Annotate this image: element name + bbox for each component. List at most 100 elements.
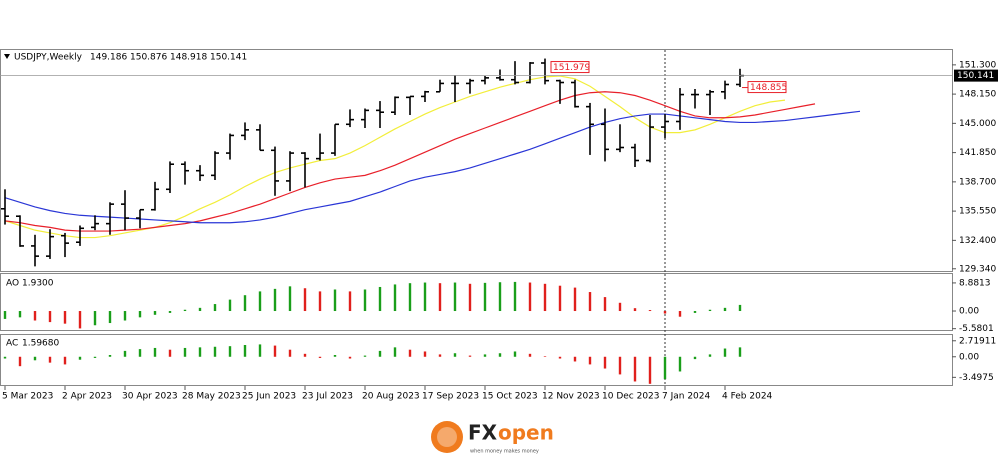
- histogram-bar: [633, 356, 637, 382]
- histogram-bar: [393, 347, 397, 357]
- logo-emblem: [431, 421, 463, 453]
- histogram-bar: [153, 311, 157, 315]
- histogram-bar: [318, 291, 322, 312]
- histogram-bar: [513, 281, 517, 312]
- x-tick-label: 17 Sep 2023: [422, 392, 479, 402]
- histogram-bar: [363, 289, 367, 312]
- histogram-bar: [303, 353, 307, 357]
- y-tick-label: 129.340: [959, 264, 996, 274]
- histogram-bar: [183, 347, 187, 357]
- histogram-bar: [468, 283, 472, 312]
- histogram-bar: [228, 299, 232, 312]
- y-tick-label: 0.00: [959, 307, 979, 317]
- histogram-bar: [243, 295, 247, 312]
- histogram-bar: [198, 347, 202, 357]
- histogram-bar: [543, 283, 547, 312]
- histogram-bar: [438, 283, 442, 312]
- histogram-bar: [183, 309, 187, 312]
- x-tick-label: 4 Feb 2024: [722, 392, 773, 402]
- logo-emblem-inner: [437, 427, 457, 447]
- histogram-bar: [63, 311, 67, 324]
- histogram-bar: [588, 292, 592, 312]
- histogram-bar: [573, 287, 577, 312]
- ao-title: AO: [6, 279, 19, 289]
- histogram-bar: [453, 282, 457, 312]
- histogram-bar: [243, 345, 247, 357]
- ma-line: [4, 75, 786, 239]
- x-tick-label: 25 Jun 2023: [242, 392, 296, 402]
- histogram-bar: [498, 282, 502, 312]
- histogram-bar: [33, 311, 37, 321]
- histogram-bar: [123, 350, 127, 357]
- histogram-bar: [423, 351, 427, 357]
- ac-panel: [0, 334, 953, 386]
- histogram-bar: [78, 311, 82, 329]
- histogram-bar: [588, 356, 592, 365]
- price-tag-bg: [954, 69, 998, 82]
- histogram-bar: [288, 286, 292, 312]
- y-tick-label: 135.550: [959, 207, 996, 217]
- histogram-bar: [378, 350, 382, 357]
- histogram-bar: [693, 311, 697, 313]
- histogram-bar: [138, 349, 142, 357]
- histogram-bar: [423, 282, 427, 312]
- histogram-bar: [78, 356, 82, 360]
- main-panel: [0, 49, 953, 272]
- histogram-bar: [138, 311, 142, 318]
- histogram-bar: [528, 353, 532, 357]
- x-tick-label: 23 Jul 2023: [302, 392, 353, 402]
- logo-tagline: when money makes money: [470, 449, 539, 455]
- histogram-bar: [3, 311, 7, 319]
- x-tick-label: 30 Apr 2023: [122, 392, 178, 402]
- histogram-bar: [648, 356, 652, 384]
- price-tag-label: 148.855: [750, 83, 787, 93]
- histogram-bar: [168, 349, 172, 357]
- y-tick-label: 8.8813: [959, 278, 991, 288]
- ma-line: [4, 110, 861, 224]
- x-tick-label: 12 Nov 2023: [542, 392, 600, 402]
- header-high: 150.876: [130, 53, 167, 63]
- price-tag-box: [747, 81, 787, 94]
- histogram-bar: [378, 286, 382, 312]
- header-open: 149.186: [90, 53, 127, 63]
- header-close: 150.141: [210, 53, 247, 63]
- histogram-bar: [93, 311, 97, 326]
- histogram-bar: [288, 349, 292, 357]
- menu-arrow: [4, 54, 10, 59]
- histogram-bar: [408, 349, 412, 357]
- histogram-bar: [18, 356, 22, 367]
- histogram-bar: [93, 356, 97, 358]
- y-tick-label: 141.850: [959, 148, 996, 158]
- histogram-bar: [573, 356, 577, 362]
- x-tick-label: 5 Mar 2023: [2, 392, 53, 402]
- histogram-bar: [678, 311, 682, 317]
- histogram-bar: [48, 311, 52, 323]
- histogram-bar: [543, 356, 547, 357]
- ao-value: 1.9300: [22, 279, 54, 289]
- histogram-bar: [3, 356, 7, 359]
- histogram-bar: [663, 311, 667, 314]
- histogram-bar: [153, 347, 157, 357]
- histogram-bar: [408, 283, 412, 312]
- histogram-bar: [678, 356, 682, 372]
- logo-open: open: [498, 421, 554, 445]
- histogram-bar: [273, 345, 277, 357]
- logo-fx: FX: [468, 421, 498, 445]
- histogram-bar: [198, 307, 202, 312]
- chart-title: USDJPY,Weekly: [14, 53, 83, 63]
- histogram-bar: [318, 356, 322, 358]
- histogram-bar: [618, 356, 622, 375]
- histogram-bar: [723, 307, 727, 312]
- histogram-bar: [18, 311, 22, 318]
- histogram-bar: [363, 355, 367, 357]
- histogram-bar: [258, 344, 262, 357]
- histogram-bar: [168, 311, 172, 313]
- x-tick-label: 15 Oct 2023: [482, 392, 538, 402]
- header-low: 148.918: [170, 53, 207, 63]
- ac-title: AC: [6, 339, 18, 349]
- histogram-bar: [708, 354, 712, 357]
- histogram-bar: [48, 356, 52, 363]
- x-tick-label: 2 Apr 2023: [62, 392, 112, 402]
- histogram-bar: [213, 304, 217, 312]
